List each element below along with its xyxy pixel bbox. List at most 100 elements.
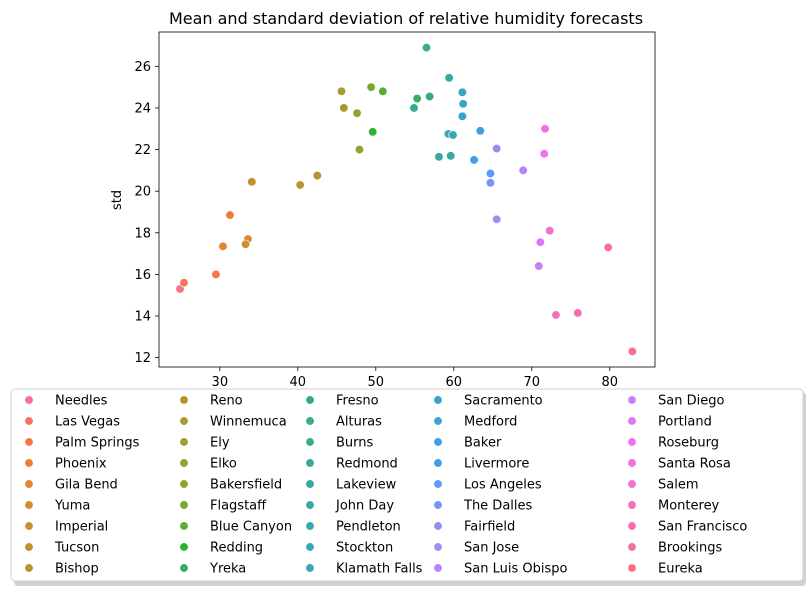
legend-item: Las Vegas — [24, 415, 120, 430]
data-point — [225, 210, 235, 220]
y-tick-label: 16 — [134, 268, 151, 283]
data-point — [368, 127, 378, 137]
legend-item: Yuma — [24, 499, 90, 514]
data-point — [551, 310, 561, 320]
data-point — [446, 151, 456, 161]
data-point — [475, 126, 485, 136]
legend-item: Reno — [179, 394, 243, 409]
data-point — [434, 152, 444, 162]
legend-marker — [24, 479, 34, 489]
legend-label: Brookings — [658, 541, 723, 556]
data-point — [545, 226, 555, 236]
legend-label: Imperial — [55, 520, 108, 535]
data-point — [534, 261, 544, 271]
legend-marker — [627, 542, 637, 552]
data-point — [518, 165, 528, 176]
legend-item: Ely — [179, 436, 230, 451]
legend-label: Sacramento — [464, 394, 543, 409]
legend-label: Alturas — [336, 415, 382, 430]
legend-label: Reno — [210, 394, 243, 409]
legend-label: Livermore — [464, 457, 529, 472]
legend-item: Redmond — [305, 457, 398, 472]
legend: Needles Las Vegas Palm Springs Phoenix Gila … — [10, 388, 806, 586]
legend-marker — [179, 500, 189, 510]
legend-marker — [179, 542, 189, 552]
legend-marker — [433, 395, 443, 405]
legend-item: San Diego — [627, 394, 724, 409]
legend-item: Santa Rosa — [627, 457, 731, 472]
legend-item: San Jose — [433, 541, 519, 556]
legend-item: Monterey — [627, 499, 720, 514]
legend-item: Roseburg — [627, 436, 719, 451]
data-point — [573, 308, 583, 318]
legend-label: Stockton — [336, 541, 393, 556]
data-point — [535, 237, 546, 247]
legend-marker — [627, 563, 637, 573]
legend-item: Palm Springs — [24, 436, 140, 451]
legend-label: Ely — [210, 436, 230, 451]
legend-item: San Francisco — [627, 520, 747, 535]
legend-marker — [179, 521, 189, 531]
legend-label: Salem — [658, 478, 699, 493]
data-point — [424, 91, 435, 102]
legend-label: Klamath Falls — [336, 562, 423, 577]
legend-item: Bakersfield — [179, 478, 282, 493]
legend-marker — [179, 395, 189, 405]
legend-marker — [24, 521, 34, 531]
legend-label: Yreka — [209, 562, 246, 577]
legend-label: Fairfield — [464, 520, 515, 535]
legend-item: Fairfield — [433, 520, 515, 535]
legend-marker — [305, 416, 315, 426]
y-tick-label: 24 — [134, 101, 151, 116]
data-point — [240, 239, 251, 249]
legend-marker — [24, 563, 34, 573]
legend-marker — [305, 542, 315, 552]
legend-label: Baker — [464, 436, 502, 451]
legend-marker — [433, 458, 443, 468]
legend-marker — [627, 416, 637, 426]
legend-marker — [627, 479, 637, 489]
y-tick-label: 20 — [134, 185, 151, 200]
legend-item: Yreka — [179, 562, 246, 577]
legend-label: Redding — [210, 541, 263, 556]
legend-marker — [24, 437, 34, 447]
legend-label: Bakersfield — [210, 478, 282, 493]
legend-label: Gila Bend — [55, 478, 118, 493]
legend-item: Needles — [24, 394, 108, 409]
y-tick-label: 18 — [134, 226, 151, 241]
x-tick-label: 80 — [601, 375, 618, 390]
legend-item: Baker — [433, 436, 502, 451]
legend-label: Santa Rosa — [658, 457, 731, 472]
data-point — [378, 86, 388, 96]
legend-label: San Jose — [464, 541, 519, 556]
legend-label: San Diego — [658, 394, 724, 409]
legend-marker — [24, 500, 34, 510]
legend-item: Stockton — [305, 541, 393, 556]
data-point — [492, 143, 502, 154]
data-point — [444, 73, 454, 83]
data-point — [412, 93, 422, 104]
legend-label: San Luis Obispo — [464, 562, 567, 577]
legend-item: Winnemuca — [179, 415, 287, 430]
legend-label: Phoenix — [55, 457, 107, 472]
legend-item: Salem — [627, 478, 699, 493]
legend-marker — [433, 437, 443, 447]
legend-marker — [627, 521, 637, 531]
legend-item: The Dalles — [433, 499, 533, 514]
legend-marker — [433, 479, 443, 489]
legend-marker — [433, 542, 443, 552]
data-point — [492, 214, 502, 224]
y-axis: 12 14 16 18 20 22 24 26 — [134, 60, 159, 366]
legend-label: Blue Canyon — [210, 520, 292, 535]
legend-marker — [305, 479, 315, 489]
legend-label: Needles — [55, 394, 108, 409]
legend-label: Lakeview — [336, 478, 397, 493]
legend-marker — [627, 395, 637, 405]
legend-label: Las Vegas — [55, 415, 120, 430]
legend-label: Redmond — [336, 457, 398, 472]
legend-label: The Dalles — [463, 499, 533, 514]
data-point — [336, 86, 347, 96]
legend-label: Palm Springs — [55, 436, 140, 451]
legend-item: Redding — [179, 541, 263, 556]
legend-label: John Day — [335, 499, 394, 514]
